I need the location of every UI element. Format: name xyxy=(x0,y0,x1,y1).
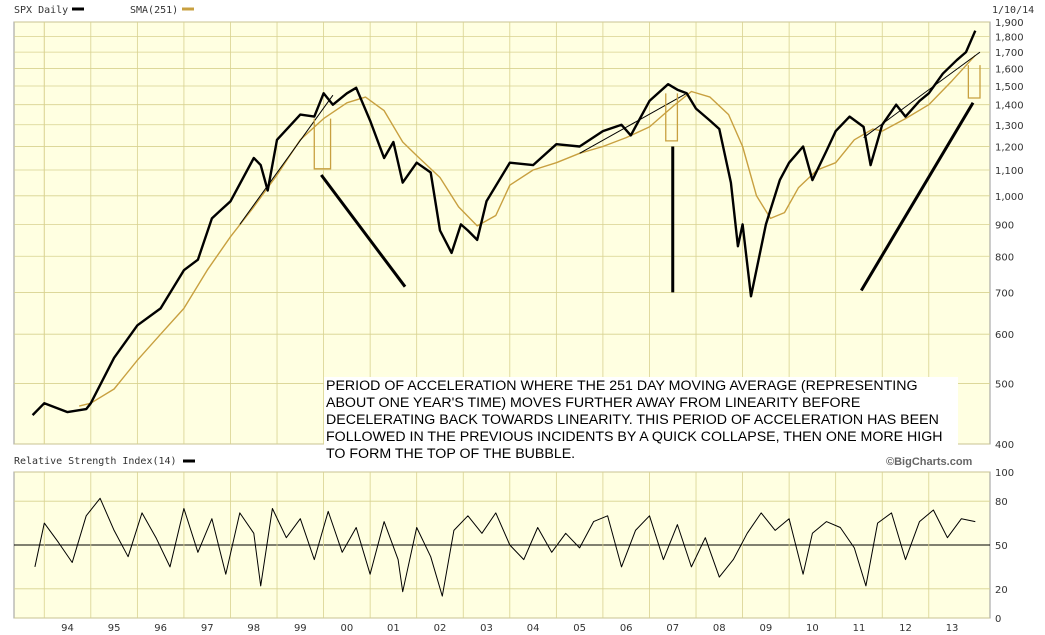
x-tick-label: 00 xyxy=(340,623,353,634)
x-tick-label: 10 xyxy=(806,623,819,634)
trend-reference-line xyxy=(239,94,334,225)
x-tick-label: 07 xyxy=(666,623,679,634)
rsi-label: Relative Strength Index(14) xyxy=(14,456,177,467)
credit-label: ©BigCharts.com xyxy=(886,456,973,468)
price-plot-area xyxy=(13,21,991,445)
price-y-tick-label: 1,300 xyxy=(995,121,1024,132)
price-y-tick-label: 1,700 xyxy=(995,48,1024,59)
x-tick-label: 08 xyxy=(713,623,726,634)
price-y-tick-label: 1,900 xyxy=(995,18,1024,29)
rsi-y-tick-label: 100 xyxy=(995,468,1014,479)
x-tick-label: 05 xyxy=(573,623,586,634)
header-date: 1/10/14 xyxy=(992,5,1034,16)
x-tick-label: 94 xyxy=(61,623,74,634)
rsi-grid xyxy=(14,471,990,619)
rsi-y-tick-label: 0 xyxy=(995,614,1001,625)
price-y-tick-label: 700 xyxy=(995,288,1014,299)
pointer-line xyxy=(859,102,975,292)
sma-label: SMA(251) xyxy=(130,5,178,16)
annotation-text: PERIOD OF ACCELERATION WHERE THE 251 DAY… xyxy=(326,378,943,462)
price-y-tick-label: 900 xyxy=(995,220,1014,231)
pointer-line xyxy=(320,174,407,288)
price-y-tick-label: 800 xyxy=(995,252,1014,263)
x-tick-label: 12 xyxy=(899,623,912,634)
rsi-y-tick-label: 20 xyxy=(995,585,1008,596)
x-tick-label: 09 xyxy=(759,623,772,634)
x-tick-label: 13 xyxy=(946,623,959,634)
x-tick-label: 98 xyxy=(247,623,260,634)
annotation-marks xyxy=(239,51,981,293)
x-tick-label: 01 xyxy=(387,623,400,634)
series-label: SPX Daily xyxy=(14,5,68,16)
rsi-header-strip xyxy=(0,452,1045,469)
x-tick-label: 11 xyxy=(853,623,866,634)
price-y-tick-label: 400 xyxy=(995,440,1014,451)
rsi-y-tick-label: 50 xyxy=(995,541,1008,552)
x-tick-label: 06 xyxy=(620,623,633,634)
x-tick-label: 02 xyxy=(434,623,447,634)
price-y-tick-label: 1,600 xyxy=(995,65,1024,76)
rsi-line xyxy=(34,497,976,597)
price-y-tick-label: 1,000 xyxy=(995,192,1024,203)
header-strip xyxy=(0,0,1045,18)
x-tick-label: 03 xyxy=(480,623,493,634)
rsi-y-tick-label: 80 xyxy=(995,497,1008,508)
divergence-bracket xyxy=(313,118,332,170)
x-tick-label: 04 xyxy=(527,623,540,634)
x-tick-label: 99 xyxy=(294,623,307,634)
annotation-box: PERIOD OF ACCELERATION WHERE THE 251 DAY… xyxy=(324,377,958,462)
x-tick-label: 97 xyxy=(201,623,214,634)
price-y-tick-label: 600 xyxy=(995,330,1014,341)
x-tick-label: 96 xyxy=(154,623,167,634)
price-y-axis: 1,900 1,800 1,700 1,600 1,500 1,400 1,300 1,200… xyxy=(995,18,1024,451)
price-y-tick-label: 1,800 xyxy=(995,33,1024,44)
trend-reference-line xyxy=(579,92,687,154)
divergence-bracket xyxy=(967,65,981,99)
rsi-y-axis: 100 80 50 20 0 xyxy=(995,468,1014,625)
trend-reference-line xyxy=(863,51,981,138)
price-y-tick-label: 1,100 xyxy=(995,166,1024,177)
price-y-tick-label: 1,500 xyxy=(995,82,1024,93)
price-line xyxy=(31,30,977,416)
price-y-tick-label: 500 xyxy=(995,380,1014,391)
price-y-tick-label: 1,400 xyxy=(995,101,1024,112)
price-y-tick-label: 1,200 xyxy=(995,142,1024,153)
x-tick-label: 95 xyxy=(108,623,121,634)
divergence-bracket xyxy=(665,93,679,142)
x-axis: 94 95 96 97 98 99 00 01 02 03 04 05 06 07 08 09 10 11 12 13 xyxy=(61,623,958,634)
